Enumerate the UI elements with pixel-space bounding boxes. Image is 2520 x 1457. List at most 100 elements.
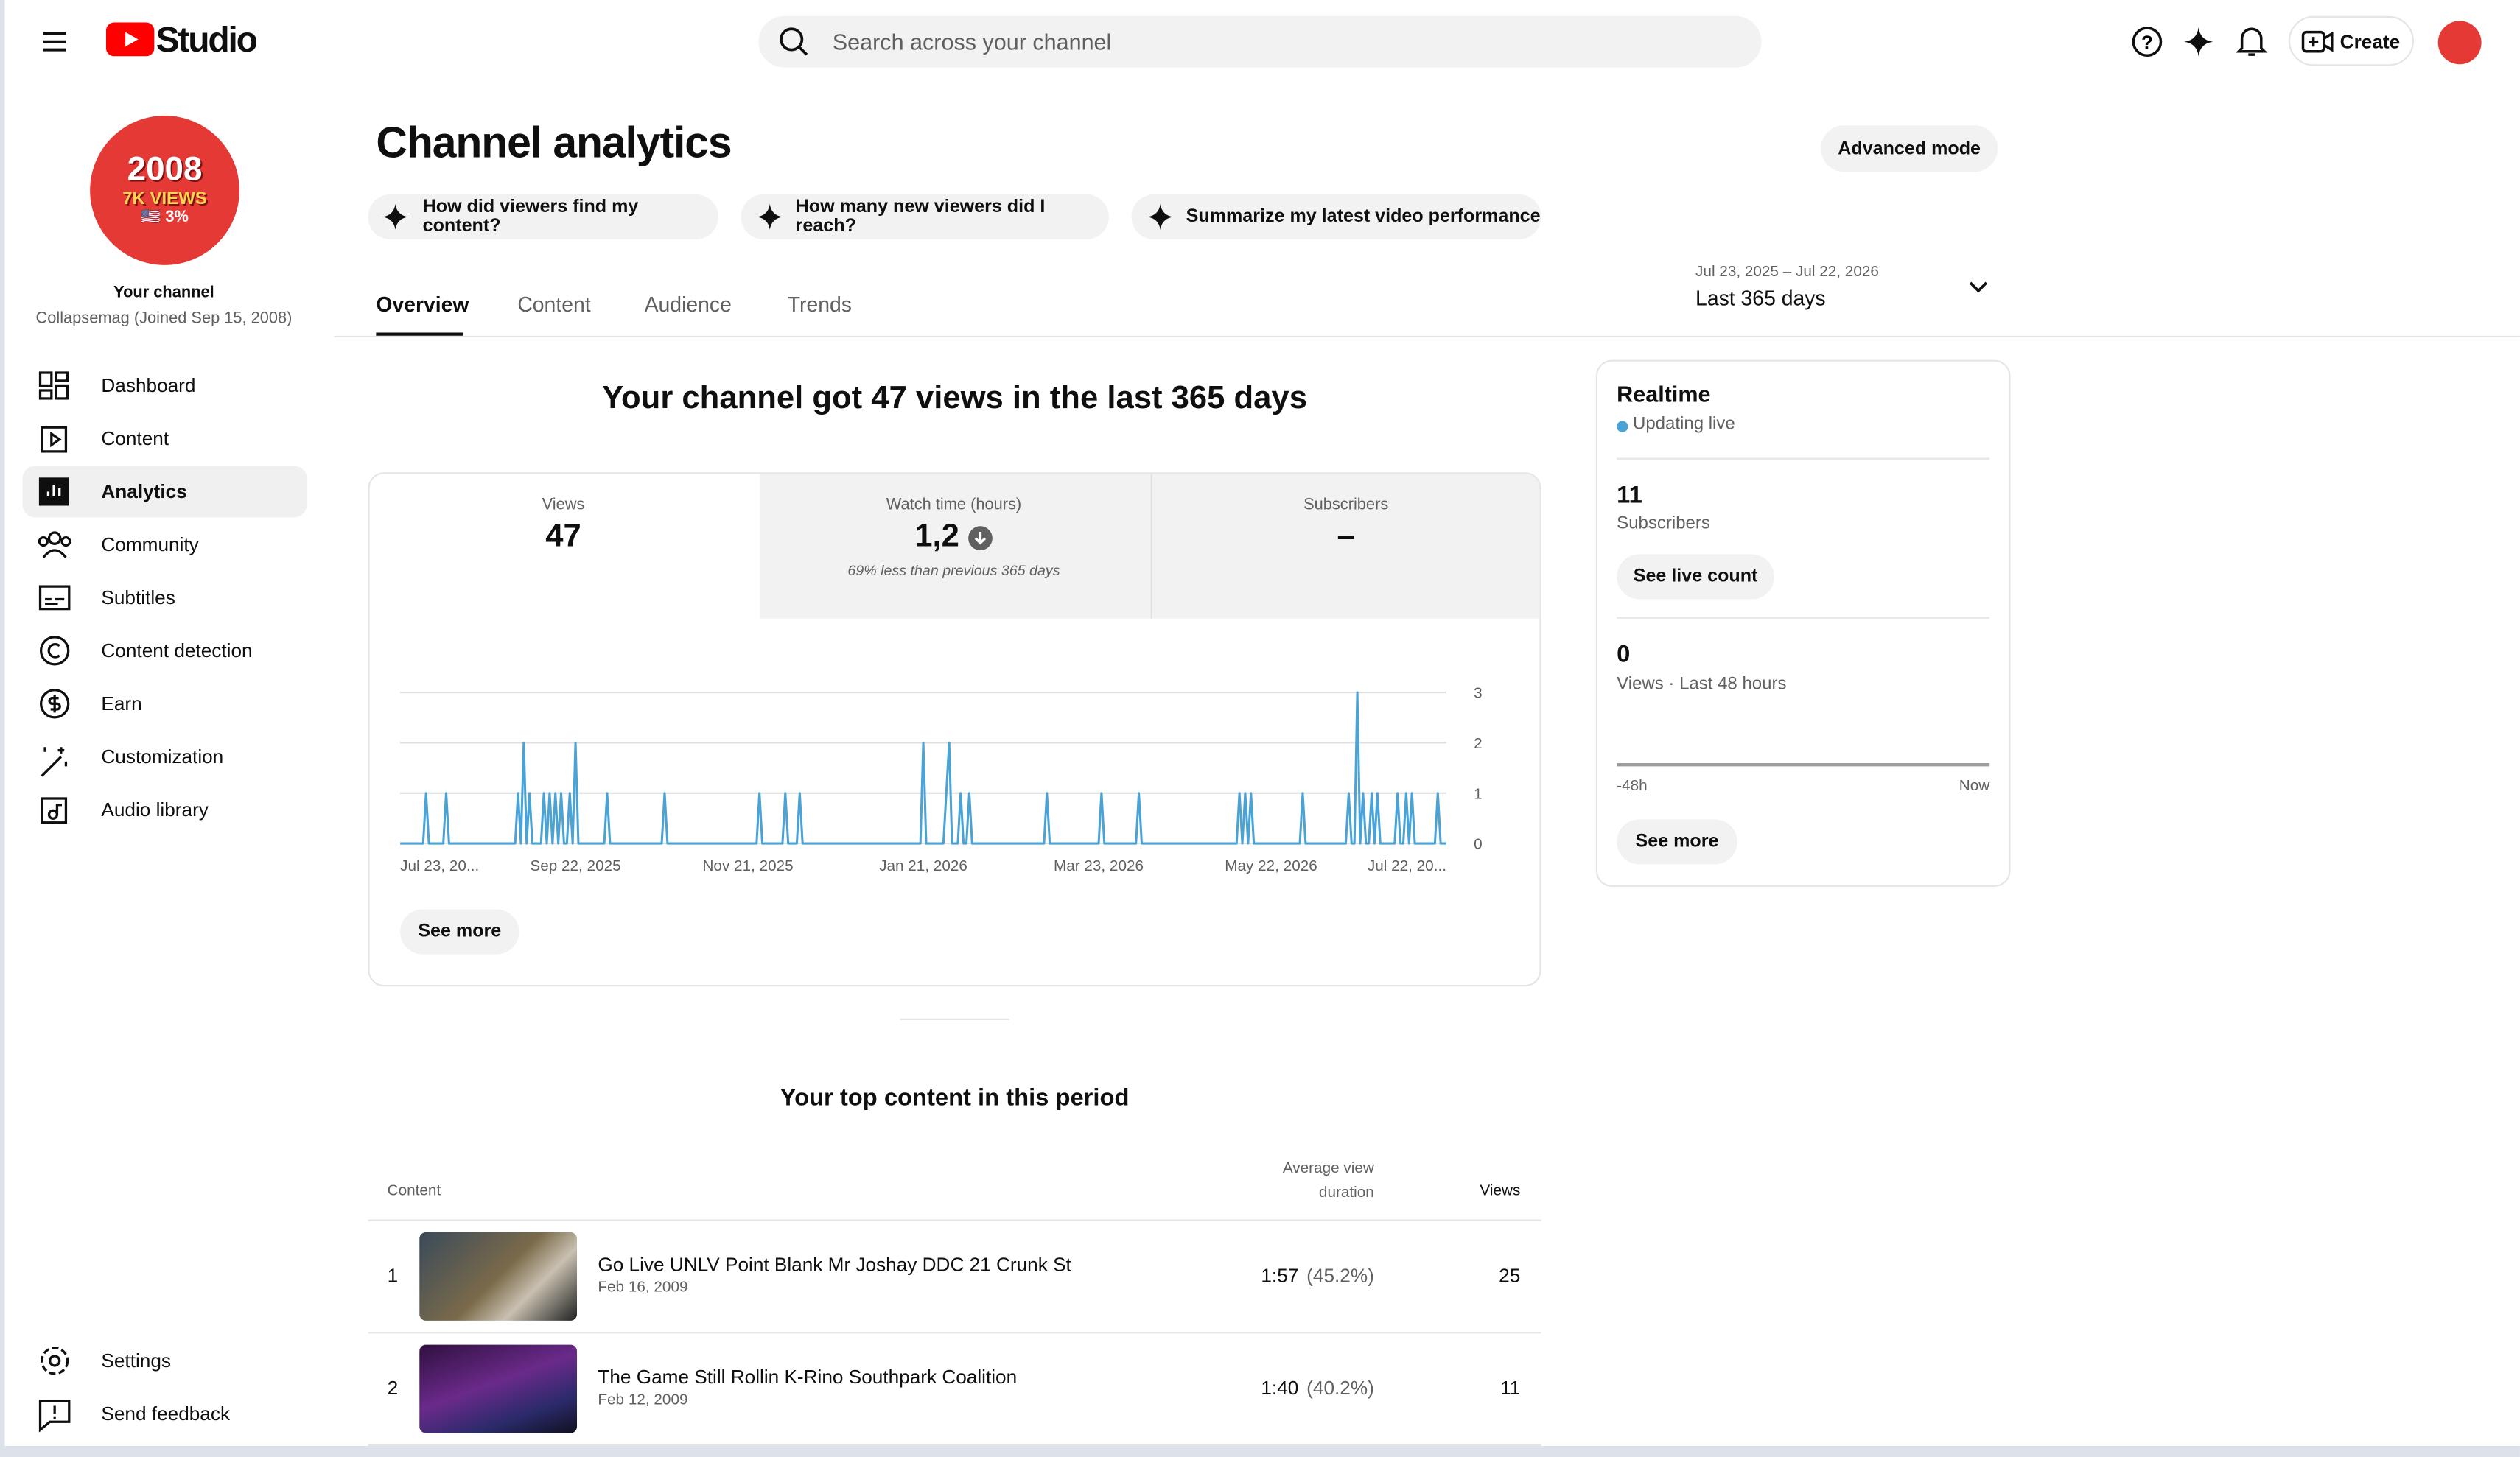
realtime-end: Now <box>1959 777 1990 796</box>
channel-label: Your channel <box>113 284 214 303</box>
top-content-title: Your top content in this period <box>780 1084 1130 1112</box>
nav-item[interactable]: Analytics <box>101 480 187 503</box>
metric[interactable]: Views 47 <box>368 474 758 617</box>
row-divider <box>368 1219 1541 1221</box>
nav-item[interactable]: Content detection <box>101 639 253 662</box>
row-divider <box>368 1444 1541 1446</box>
search-box[interactable] <box>758 15 1762 68</box>
sparkle-icon[interactable] <box>2183 26 2215 58</box>
row-date: Feb 12, 2009 <box>598 1391 688 1409</box>
nav-item[interactable]: Send feedback <box>101 1402 231 1425</box>
row-percent: (45.2%) <box>1306 1264 1374 1288</box>
nav-icons <box>38 371 71 824</box>
live-dot <box>1617 421 1628 432</box>
chevron[interactable] <box>1967 280 1990 296</box>
metric[interactable]: Subscribers – <box>1151 474 1541 617</box>
nav-item[interactable]: Subtitles <box>101 586 175 609</box>
row-duration: 1:40 <box>1261 1377 1299 1400</box>
row-views: 25 <box>1499 1264 1521 1288</box>
date-range[interactable]: Jul 23, 2025 – Jul 22, 2026 <box>1695 263 1879 281</box>
row-date: Feb 16, 2009 <box>598 1279 688 1297</box>
period[interactable]: Last 365 days <box>1695 286 1826 310</box>
prompt-chip[interactable]: Summarize my latest video performance <box>1131 194 1541 239</box>
table-header: Average view duration <box>1282 1159 1374 1202</box>
realtime-views-label: Views · Last 48 hours <box>1617 675 1787 695</box>
row-rank: 1 <box>387 1264 399 1288</box>
create-button[interactable] <box>2288 15 2415 66</box>
y-tick-label: 2 <box>1474 735 1483 752</box>
tab-indicator <box>376 332 463 336</box>
row-views: 11 <box>1500 1377 1521 1400</box>
create-label: Create <box>2339 30 2401 53</box>
metric-value: 1,2 <box>914 519 959 555</box>
search-placeholder: Search across your channel <box>832 29 1112 55</box>
y-tick-label: 0 <box>1474 836 1483 853</box>
tab[interactable]: Trends <box>787 292 852 317</box>
row-percent: (40.2%) <box>1306 1377 1374 1400</box>
svg-text:?: ? <box>2141 32 2153 54</box>
account-avatar[interactable] <box>2437 21 2482 65</box>
realtime-title: Realtime <box>1617 380 1711 407</box>
row-rank: 2 <box>387 1377 399 1400</box>
metric-label: Subscribers <box>1303 496 1389 514</box>
avatar-text: 2008 <box>127 151 203 189</box>
avatar-text: 🇺🇸 3% <box>141 208 189 227</box>
realtime-start: -48h <box>1617 777 1648 796</box>
nav-item[interactable]: Customization <box>101 745 224 768</box>
table-header: Views <box>1480 1182 1521 1201</box>
tab[interactable]: Audience <box>644 292 732 317</box>
logo-icon[interactable] <box>105 22 155 57</box>
see-more-button[interactable]: See more <box>400 909 519 955</box>
y-tick-label: 1 <box>1474 785 1483 802</box>
tab[interactable]: Overview <box>376 292 469 317</box>
metric-value: – <box>1337 519 1355 555</box>
thumbnail[interactable] <box>419 1232 578 1321</box>
advanced-mode-button[interactable]: Advanced mode <box>1821 125 1998 172</box>
frame <box>0 1445 2520 1457</box>
live-count-button[interactable]: See live count <box>1617 554 1774 600</box>
metric-value: 47 <box>545 519 581 555</box>
thumbnail[interactable] <box>419 1344 578 1433</box>
channel-info: Collapsemag (Joined Sep 15, 2008) <box>35 309 293 328</box>
row-title[interactable]: The Game Still Rollin K-Rino Southpark C… <box>598 1365 1018 1388</box>
nav-item[interactable]: Audio library <box>101 798 209 821</box>
see-more-button[interactable]: See more <box>1617 819 1737 865</box>
metric-bg <box>760 474 1540 619</box>
channel-avatar[interactable]: 2008 7K VIEWS 🇺🇸 3% <box>90 116 239 265</box>
x-tick-label: Sep 22, 2025 <box>530 857 620 874</box>
realtime-card <box>1595 359 2011 887</box>
x-tick-label: Jul 22, 20... <box>1368 857 1446 874</box>
y-tick-label: 3 <box>1474 685 1483 702</box>
nav-item[interactable]: Community <box>101 533 199 556</box>
nav-item[interactable]: Content <box>101 427 169 450</box>
avatar-text: 7K VIEWS <box>122 189 207 209</box>
nav-item[interactable]: Settings <box>101 1349 171 1372</box>
x-tick-label: May 22, 2026 <box>1225 857 1317 874</box>
x-tick-label: Nov 21, 2025 <box>702 857 793 874</box>
divider <box>334 335 2520 338</box>
x-tick-label: Jan 21, 2026 <box>879 857 967 874</box>
metric[interactable]: Watch time (hours) 1,2 69% less than pre… <box>758 474 1149 617</box>
metric-label: Views <box>542 496 585 514</box>
logo-text[interactable]: Studio <box>155 19 258 60</box>
realtime-baseline <box>1617 763 1990 767</box>
prompt-chip[interactable]: How many new viewers did I reach? <box>741 194 1109 239</box>
headline: Your channel got 47 views in the last 36… <box>602 380 1307 416</box>
menu-icon[interactable] <box>41 27 69 56</box>
metric-note: 69% less than previous 365 days <box>847 562 1060 579</box>
help-icon[interactable]: ? <box>2131 26 2163 58</box>
create-icon <box>2301 30 2334 53</box>
row-title[interactable]: Go Live UNLV Point Blank Mr Joshay DDC 2… <box>598 1253 1071 1276</box>
tab[interactable]: Content <box>517 292 591 317</box>
nav-item[interactable]: Earn <box>101 692 142 715</box>
prompt-chip[interactable]: How did viewers find my content? <box>368 194 718 239</box>
bell-icon[interactable] <box>2236 24 2268 60</box>
subscriber-count: 11 <box>1617 482 1642 510</box>
row-divider <box>368 1332 1541 1334</box>
nav-item[interactable]: Dashboard <box>101 374 196 397</box>
metric-label: Watch time (hours) <box>886 496 1022 514</box>
